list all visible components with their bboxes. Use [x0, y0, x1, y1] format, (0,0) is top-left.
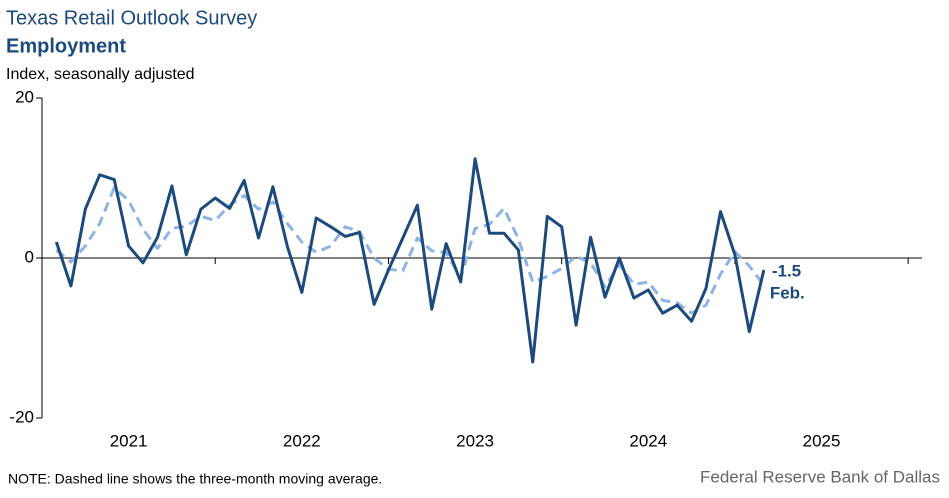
y-axis-label: Index, seasonally adjusted: [6, 66, 195, 83]
x-tick-label: 2024: [629, 431, 667, 450]
chart-title: Texas Retail Outlook Survey: [6, 7, 257, 29]
y-tick-label: 20: [15, 87, 34, 106]
x-tick-label: 2023: [456, 431, 494, 450]
y-tick-label: -20: [9, 407, 34, 426]
source: Federal Reserve Bank of Dallas: [700, 467, 940, 486]
x-tick-label: 2025: [803, 431, 841, 450]
y-tick-label: 0: [25, 247, 34, 266]
chart-subtitle: Employment: [6, 35, 126, 57]
x-tick-label: 2022: [283, 431, 321, 450]
date-annotation: Feb.: [770, 283, 805, 302]
value-annotation: -1.5: [772, 261, 801, 280]
x-tick-label: 2021: [110, 431, 148, 450]
moving-average-line: [55, 186, 766, 315]
note: NOTE: Dashed line shows the three-month …: [8, 471, 382, 487]
series-line: [54, 157, 766, 364]
